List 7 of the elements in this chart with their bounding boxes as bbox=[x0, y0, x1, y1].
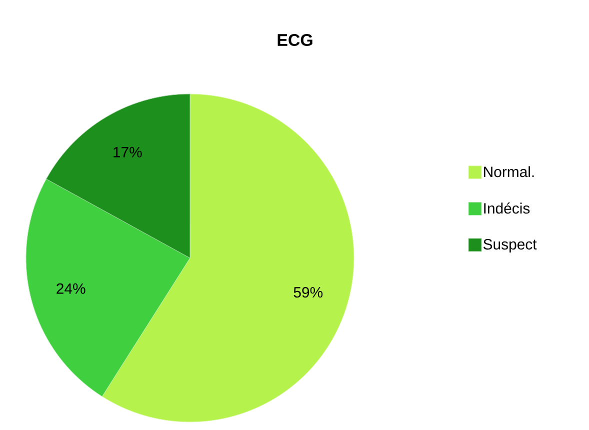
data-label: 59% bbox=[294, 287, 323, 298]
data-label: 17% bbox=[114, 146, 142, 158]
chart-title: ECG bbox=[278, 34, 312, 46]
legend-label: Suspect bbox=[483, 239, 537, 253]
legend-label: Indécis bbox=[484, 202, 530, 214]
data-label: 24% bbox=[56, 283, 86, 294]
legend-label: Normal. bbox=[484, 166, 534, 178]
